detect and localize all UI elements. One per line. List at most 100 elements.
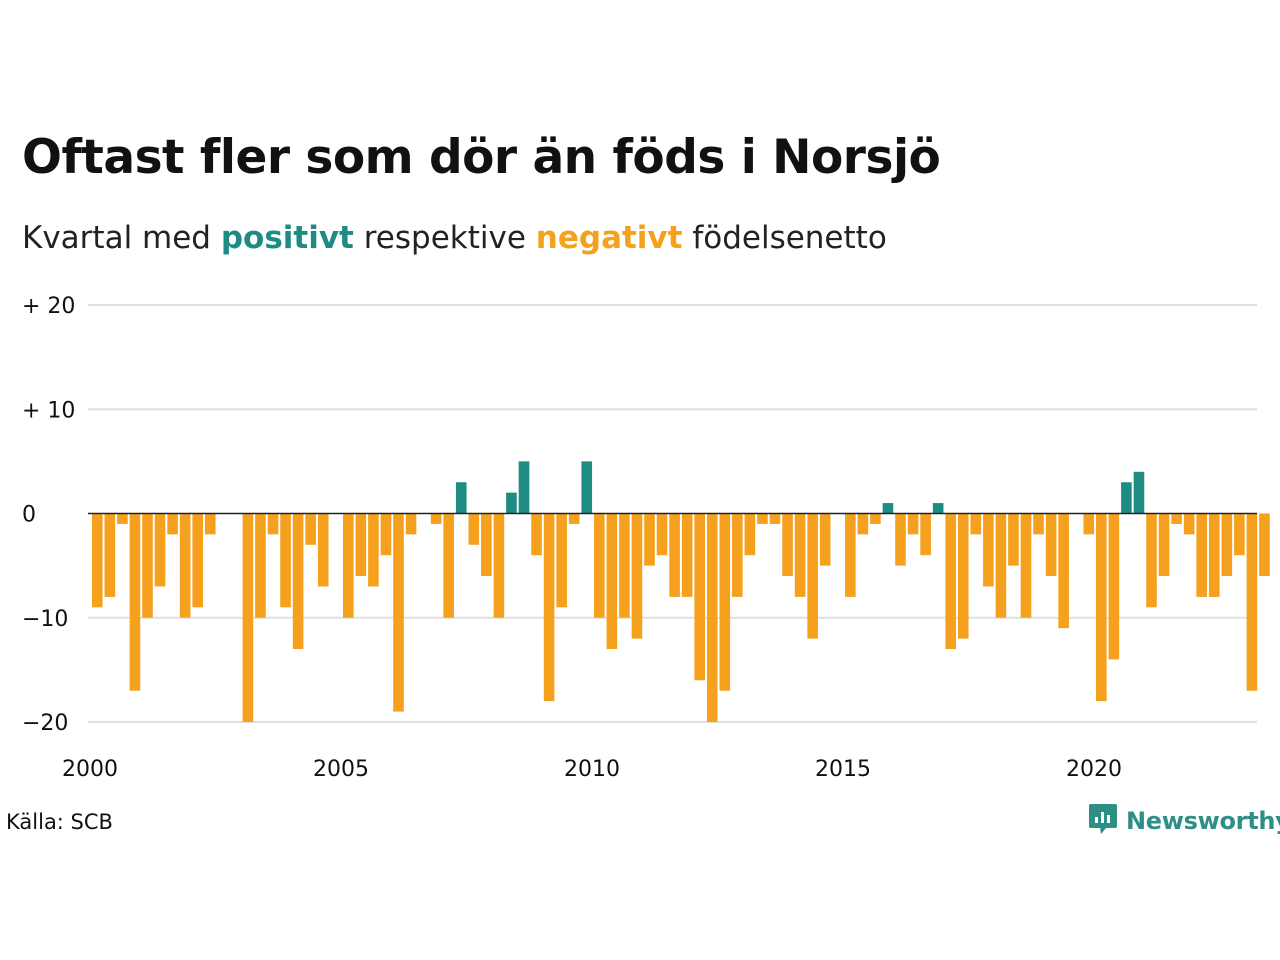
bar-2014K1 bbox=[794, 513, 806, 597]
bar-2010K1 bbox=[594, 513, 605, 618]
bar-2009K2 bbox=[556, 513, 567, 608]
bar-2001K3 bbox=[167, 513, 178, 535]
bar-2022K1 bbox=[1196, 513, 1207, 597]
bar-2021K4 bbox=[1183, 513, 1195, 535]
bar-2017K2 bbox=[957, 513, 969, 639]
bar-2006K2 bbox=[405, 513, 417, 535]
bar-2019K4 bbox=[1083, 513, 1095, 535]
y-axis-labels: + 20 + 10 0 −10 −20 bbox=[22, 294, 75, 736]
bar-2020K1 bbox=[1096, 513, 1107, 702]
bar-2011K4 bbox=[681, 513, 693, 597]
y-tick-label: −20 bbox=[22, 711, 68, 736]
bar-2013K3 bbox=[769, 513, 781, 524]
bar-2015K3 bbox=[870, 513, 881, 524]
bar-2021K3 bbox=[1171, 513, 1182, 524]
bar-2005K3 bbox=[368, 513, 379, 587]
bar-2019K2 bbox=[1058, 513, 1069, 629]
x-tick-label: 2000 bbox=[62, 757, 118, 782]
bar-2008K3 bbox=[518, 461, 530, 514]
y-tick-label: + 20 bbox=[22, 294, 75, 319]
bar-2011K3 bbox=[669, 513, 680, 597]
bar-2022K4 bbox=[1234, 513, 1245, 556]
bar-2005K1 bbox=[343, 513, 354, 618]
bar-2005K4 bbox=[380, 513, 392, 556]
bar-2012K3 bbox=[719, 513, 731, 691]
bar-2015K1 bbox=[845, 513, 856, 597]
bar-2013K2 bbox=[757, 513, 768, 524]
bar-2006K4 bbox=[430, 513, 442, 524]
brand-logo[interactable]: Newsworthy bbox=[1088, 802, 1280, 840]
bar-2020K3 bbox=[1121, 482, 1132, 514]
bar-2014K3 bbox=[819, 513, 831, 566]
bar-2009K3 bbox=[568, 513, 580, 524]
bar-2021K1 bbox=[1146, 513, 1157, 608]
bar-2007K1 bbox=[443, 513, 454, 618]
subtitle-positive-word: positivt bbox=[220, 220, 354, 256]
subtitle-middle: respektive bbox=[353, 220, 536, 256]
bar-2001K4 bbox=[179, 513, 191, 618]
bar-2016K1 bbox=[895, 513, 906, 566]
source-note: Källa: SCB bbox=[6, 810, 113, 834]
bar-2003K1 bbox=[242, 513, 254, 722]
bar-2007K4 bbox=[481, 513, 492, 577]
bar-2006K1 bbox=[393, 513, 404, 712]
bar-2008K2 bbox=[506, 492, 517, 514]
bar-2008K4 bbox=[531, 513, 542, 556]
bar-2008K1 bbox=[493, 513, 505, 618]
bar-2010K3 bbox=[619, 513, 630, 618]
bar-2020K4 bbox=[1133, 471, 1145, 514]
bar-2012K1 bbox=[694, 513, 705, 681]
bar-2001K2 bbox=[154, 513, 166, 587]
bar-2021K2 bbox=[1158, 513, 1170, 577]
bar-2014K2 bbox=[807, 513, 818, 639]
bar-2010K4 bbox=[631, 513, 643, 639]
bar-2013K4 bbox=[782, 513, 793, 577]
subtitle-suffix: födelsenetto bbox=[682, 220, 887, 256]
brand-name: Newsworthy bbox=[1126, 807, 1280, 835]
bar-2023K2 bbox=[1259, 513, 1270, 577]
bar-2000K1 bbox=[92, 513, 103, 608]
bar-2013K1 bbox=[744, 513, 756, 556]
bar-2004K2 bbox=[305, 513, 316, 545]
x-tick-label: 2015 bbox=[815, 757, 871, 782]
bar-2009K4 bbox=[581, 461, 593, 514]
bar-2011K2 bbox=[656, 513, 668, 556]
bar-2002K2 bbox=[204, 513, 216, 535]
chart-subtitle: Kvartal med positivt respektive negativt… bbox=[22, 220, 887, 256]
bar-2019K1 bbox=[1045, 513, 1057, 577]
newsworthy-logo-icon bbox=[1088, 802, 1118, 840]
bar-2000K4 bbox=[129, 513, 141, 691]
y-tick-label: + 10 bbox=[22, 398, 75, 423]
bar-2018K2 bbox=[1008, 513, 1019, 566]
bar-2004K3 bbox=[317, 513, 329, 587]
bar-2018K1 bbox=[995, 513, 1007, 618]
bar-2022K2 bbox=[1208, 513, 1220, 597]
bar-2018K4 bbox=[1033, 513, 1044, 535]
subtitle-negative-word: negativt bbox=[535, 220, 683, 256]
bar-2003K3 bbox=[267, 513, 279, 535]
bar-2000K3 bbox=[117, 513, 128, 524]
bar-2003K2 bbox=[255, 513, 266, 618]
bar-2017K4 bbox=[983, 513, 994, 587]
bar-2001K1 bbox=[142, 513, 153, 618]
bar-2000K2 bbox=[104, 513, 116, 597]
chart-title: Oftast fler som dör än föds i Norsjö bbox=[22, 130, 941, 185]
x-tick-label: 2020 bbox=[1066, 757, 1122, 782]
bar-2007K2 bbox=[455, 482, 467, 514]
bar-2004K1 bbox=[292, 513, 304, 650]
bar-2022K3 bbox=[1221, 513, 1233, 577]
bar-2012K4 bbox=[732, 513, 743, 597]
bar-2012K2 bbox=[706, 513, 718, 722]
bar-2016K3 bbox=[920, 513, 931, 556]
subtitle-prefix: Kvartal med bbox=[22, 220, 221, 256]
bar-2018K3 bbox=[1020, 513, 1032, 618]
y-tick-label: −10 bbox=[22, 607, 68, 632]
x-tick-label: 2010 bbox=[564, 757, 620, 782]
bar-2005K2 bbox=[355, 513, 367, 577]
bar-2016K4 bbox=[932, 503, 944, 514]
y-tick-label: 0 bbox=[22, 503, 36, 528]
bar-2009K1 bbox=[543, 513, 555, 702]
x-axis-labels: 2000 2005 2010 2015 2020 bbox=[62, 757, 1122, 782]
bar-2007K3 bbox=[468, 513, 480, 545]
